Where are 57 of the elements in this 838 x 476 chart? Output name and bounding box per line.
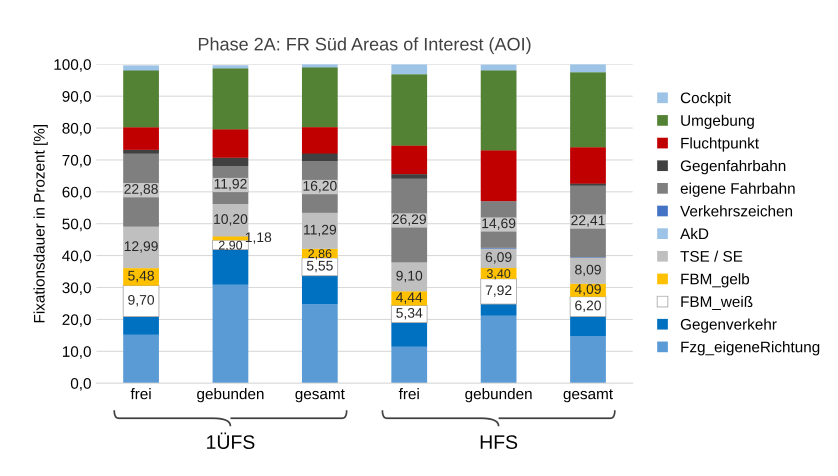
legend-label: Cockpit: [680, 92, 731, 106]
data-label: 2,86: [308, 249, 332, 260]
y-tick-label: 60,0: [62, 186, 91, 200]
legend-label: Gegenfahrbahn: [680, 160, 786, 174]
legend-label: FBM_gelb: [681, 273, 750, 288]
data-label: 4,44: [396, 292, 422, 304]
legend-label: Umgebung: [681, 114, 754, 129]
text: HFS: [480, 435, 518, 449]
legend-label: FBM_weiß: [681, 296, 752, 310]
chart-title: Phase 2A: FR Süd Areas of Interest (AOI): [198, 37, 531, 54]
y-tick-label: 20,0: [62, 314, 91, 327]
data-label: 6,20: [575, 300, 601, 312]
y-tick-label: 0,0: [70, 378, 91, 391]
legend-label: eigene Fahrbahn: [680, 182, 795, 197]
data-label: 5,48: [128, 270, 154, 282]
y-axis-title: Fixationsdauer in Prozent [%]: [33, 125, 48, 322]
data-label: 3,40: [486, 269, 510, 280]
legend-label: TSE / SE: [680, 250, 742, 262]
data-label: 8,09: [575, 264, 601, 276]
legend-label: Verkehrszeichen: [680, 205, 792, 216]
y-tick-label: 70,0: [62, 154, 91, 168]
data-label: 7,92: [486, 285, 512, 297]
data-label: 5,34: [396, 308, 422, 320]
legend-label: Fluchtpunkt: [681, 137, 759, 152]
data-label: 12,99: [124, 241, 158, 253]
data-label: 9,10: [396, 270, 422, 282]
x-tick-label: gesamt: [295, 389, 345, 402]
y-tick-label: 90,0: [62, 91, 91, 104]
data-label: 9,70: [128, 294, 154, 306]
legend-label: Gegenverkehr: [680, 318, 777, 333]
x-tick-label: frei: [130, 388, 151, 400]
data-label: 11,92: [214, 178, 247, 190]
y-tick-label: 80,0: [62, 122, 91, 136]
data-label: 10,20: [214, 214, 248, 226]
y-tick-label: 50,0: [62, 218, 91, 232]
y-tick-label: 30,0: [62, 282, 91, 295]
text: 1ÜFS: [207, 432, 254, 449]
data-label: 2,90: [218, 240, 242, 252]
data-label: 1,18: [246, 232, 272, 244]
x-tick-label: frei: [398, 388, 419, 400]
data-label: 26,29: [392, 214, 426, 226]
x-tick-label: gebunden: [465, 388, 532, 402]
data-label: 6,09: [486, 252, 512, 264]
data-label: 16,20: [304, 180, 337, 192]
x-tick-label: gebunden: [197, 388, 264, 402]
data-label: 22,41: [571, 215, 605, 227]
legend-label: AkD: [680, 228, 708, 239]
data-label: 4,09: [574, 284, 601, 296]
data-label: 14,69: [482, 218, 516, 230]
legend-label: Fzg_eigeneRichtung: [681, 341, 820, 356]
data-label: 5,55: [306, 260, 333, 272]
y-tick-label: 100,0: [54, 59, 91, 72]
y-tick-label: 40,0: [62, 250, 91, 264]
data-label: 11,29: [304, 224, 336, 236]
data-label: 22,88: [124, 184, 158, 196]
x-tick-label: gesamt: [564, 389, 613, 402]
y-tick-label: 10,0: [62, 346, 91, 359]
